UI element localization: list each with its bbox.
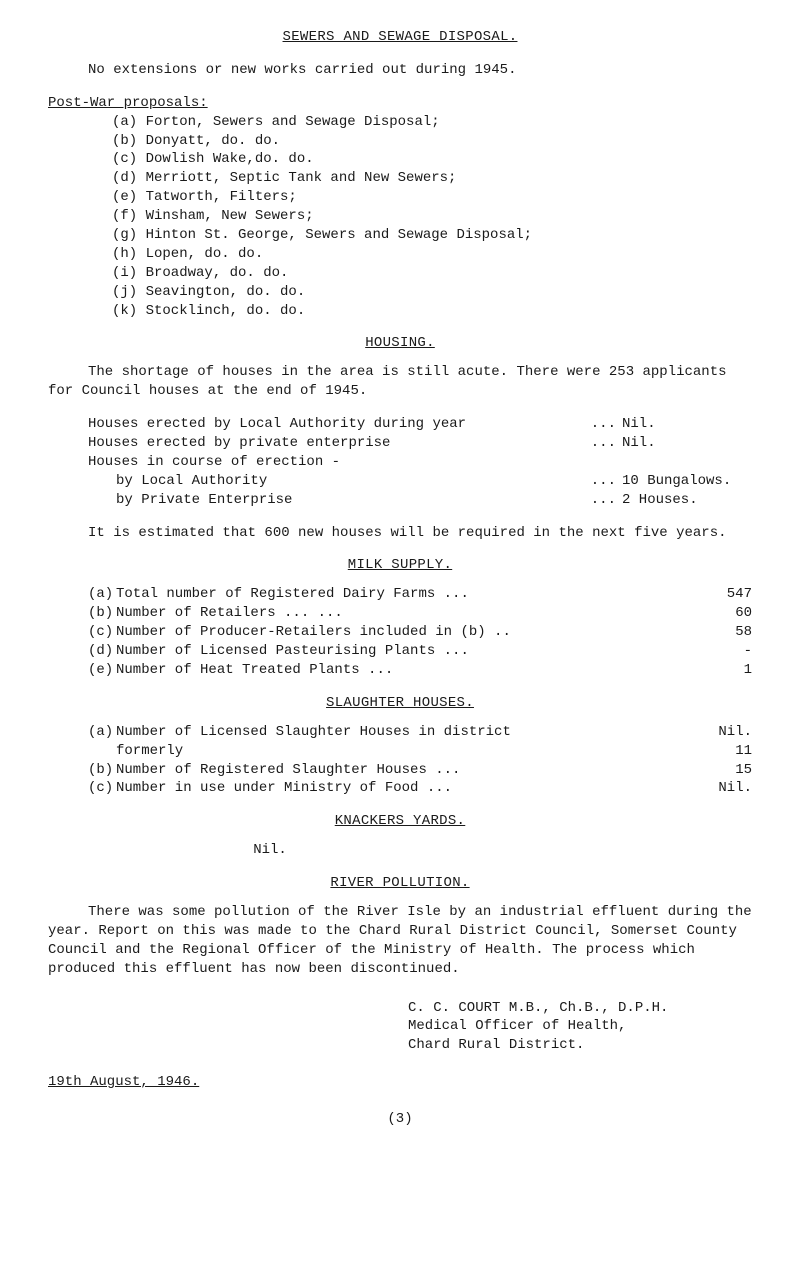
proposal-d: (d) Merriott, Septic Tank and New Sewers… <box>48 169 752 188</box>
houses-local-auth-label: Houses erected by Local Authority during… <box>88 415 585 434</box>
proposal-h: (h) Lopen, do. do. <box>48 245 752 264</box>
milk-c-label: Number of Producer-Retailers included in… <box>116 623 702 642</box>
housing-heading: HOUSING. <box>48 334 752 353</box>
slaughter-heading: SLAUGHTER HOUSES. <box>48 694 752 713</box>
milk-a-key: (a) <box>88 585 116 604</box>
milk-a-label: Total number of Registered Dairy Farms .… <box>116 585 702 604</box>
slaughter-c-key: (c) <box>88 779 116 798</box>
signature-district: Chard Rural District. <box>408 1036 752 1055</box>
slaughter-a-label: Number of Licensed Slaughter Houses in d… <box>116 723 702 742</box>
river-heading: RIVER POLLUTION. <box>48 874 752 893</box>
slaughter-a-key: (a) <box>88 723 116 742</box>
by-local-auth-label: by Local Authority <box>116 472 585 491</box>
proposal-i: (i) Broadway, do. do. <box>48 264 752 283</box>
milk-heading: MILK SUPPLY. <box>48 556 752 575</box>
post-war-proposals: Post-War proposals: (a) Forton, Sewers a… <box>48 94 752 321</box>
houses-private-label: Houses erected by private enterprise <box>88 434 585 453</box>
milk-e-key: (e) <box>88 661 116 680</box>
milk-stats: (a) Total number of Registered Dairy Far… <box>48 585 752 679</box>
houses-private-value: Nil. <box>622 434 752 453</box>
housing-para-1: The shortage of houses in the area is st… <box>48 363 752 401</box>
houses-local-auth-value: Nil. <box>622 415 752 434</box>
milk-a-value: 547 <box>702 585 752 604</box>
intro-paragraph: No extensions or new works carried out d… <box>48 61 752 80</box>
milk-c-value: 58 <box>702 623 752 642</box>
slaughter-b-key: (b) <box>88 761 116 780</box>
proposal-e: (e) Tatworth, Filters; <box>48 188 752 207</box>
slaughter-formerly-value: 11 <box>702 742 752 761</box>
proposal-a: (a) Forton, Sewers and Sewage Disposal; <box>48 113 752 132</box>
dots: ... <box>585 434 622 453</box>
milk-d-label: Number of Licensed Pasteurising Plants .… <box>116 642 702 661</box>
slaughter-stats: (a) Number of Licensed Slaughter Houses … <box>48 723 752 799</box>
houses-in-course: Houses in course of erection - <box>88 453 752 472</box>
slaughter-formerly-label: formerly <box>116 742 702 761</box>
dots: ... <box>585 472 622 491</box>
housing-para-2: It is estimated that 600 new houses will… <box>48 524 752 543</box>
slaughter-b-value: 15 <box>702 761 752 780</box>
dots: ... <box>585 415 622 434</box>
slaughter-formerly-key <box>88 742 116 761</box>
river-paragraph: There was some pollution of the River Is… <box>48 903 752 979</box>
milk-d-key: (d) <box>88 642 116 661</box>
by-local-auth-value: 10 Bungalows. <box>622 472 752 491</box>
slaughter-b-label: Number of Registered Slaughter Houses ..… <box>116 761 702 780</box>
signature-block: C. C. COURT M.B., Ch.B., D.P.H. Medical … <box>48 999 752 1056</box>
milk-e-label: Number of Heat Treated Plants ... <box>116 661 702 680</box>
milk-b-key: (b) <box>88 604 116 623</box>
report-title: SEWERS AND SEWAGE DISPOSAL. <box>48 28 752 47</box>
milk-e-value: 1 <box>702 661 752 680</box>
proposal-c: (c) Dowlish Wake,do. do. <box>48 150 752 169</box>
signature-name: C. C. COURT M.B., Ch.B., D.P.H. <box>408 999 752 1018</box>
milk-d-value: - <box>702 642 752 661</box>
report-date: 19th August, 1946. <box>48 1073 752 1092</box>
slaughter-c-label: Number in use under Ministry of Food ... <box>116 779 702 798</box>
housing-stats: Houses erected by Local Authority during… <box>48 415 752 509</box>
proposal-f: (f) Winsham, New Sewers; <box>48 207 752 226</box>
slaughter-a-value: Nil. <box>702 723 752 742</box>
slaughter-c-value: Nil. <box>702 779 752 798</box>
proposal-j: (j) Seavington, do. do. <box>48 283 752 302</box>
by-private-ent-label: by Private Enterprise <box>116 491 585 510</box>
dots: ... <box>585 491 622 510</box>
milk-b-label: Number of Retailers ... ... <box>116 604 702 623</box>
milk-b-value: 60 <box>702 604 752 623</box>
knackers-heading: KNACKERS YARDS. <box>48 812 752 831</box>
signature-title: Medical Officer of Health, <box>408 1017 752 1036</box>
proposal-b: (b) Donyatt, do. do. <box>48 132 752 151</box>
knackers-value: Nil. <box>48 841 752 860</box>
page-number: (3) <box>48 1110 752 1129</box>
proposal-k: (k) Stocklinch, do. do. <box>48 302 752 321</box>
post-war-heading: Post-War proposals: <box>48 95 208 111</box>
by-private-ent-value: 2 Houses. <box>622 491 752 510</box>
milk-c-key: (c) <box>88 623 116 642</box>
proposal-g: (g) Hinton St. George, Sewers and Sewage… <box>48 226 752 245</box>
